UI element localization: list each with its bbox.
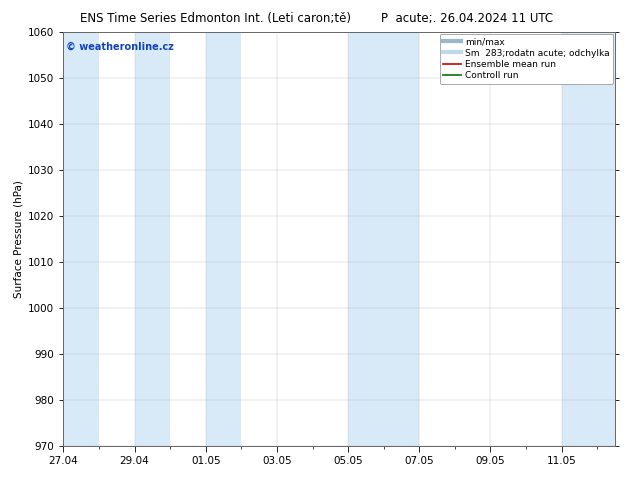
Bar <box>206 32 242 446</box>
Legend: min/max, Sm  283;rodatn acute; odchylka, Ensemble mean run, Controll run: min/max, Sm 283;rodatn acute; odchylka, … <box>439 34 613 84</box>
Y-axis label: Surface Pressure (hPa): Surface Pressure (hPa) <box>14 180 24 298</box>
Bar <box>348 32 419 446</box>
Bar <box>134 32 170 446</box>
Bar <box>562 32 615 446</box>
Bar <box>63 32 99 446</box>
Text: ENS Time Series Edmonton Int. (Leti caron;tě)        P  acute;. 26.04.2024 11 UT: ENS Time Series Edmonton Int. (Leti caro… <box>81 12 553 25</box>
Text: © weatheronline.cz: © weatheronline.cz <box>66 42 174 52</box>
